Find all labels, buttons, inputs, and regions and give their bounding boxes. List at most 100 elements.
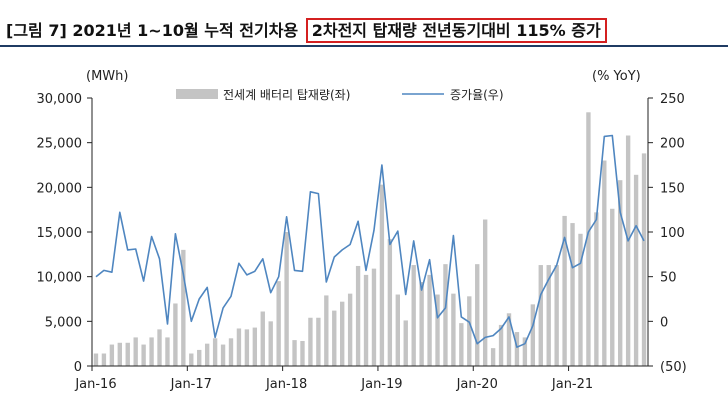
bar-2020-02 [482, 219, 488, 366]
bar-2018-08 [340, 301, 345, 366]
bar-2018-01 [284, 232, 289, 366]
x-tick-label: Jan-17 [170, 377, 212, 392]
bar-2017-11 [268, 321, 273, 366]
bar-2019-06 [419, 282, 424, 366]
bar-2019-05 [411, 265, 416, 366]
bar-2016-04 [117, 342, 122, 366]
bar-2016-09 [157, 329, 162, 366]
legend-label-bar: 전세계 배터리 탑재량(좌) [223, 88, 350, 102]
bar-2017-02 [197, 349, 202, 366]
left-tick-label: 10,000 [37, 271, 83, 286]
x-tick-label: Jan-16 [74, 377, 116, 392]
bar-2016-02 [101, 353, 107, 366]
right-tick-label: 250 [660, 92, 685, 107]
bar-2020-11 [554, 265, 559, 366]
bar-2020-04 [498, 324, 504, 366]
bar-2016-01 [93, 353, 99, 366]
bar-2019-02 [387, 239, 393, 366]
bar-2020-07 [522, 337, 528, 366]
bar-2019-09 [443, 264, 448, 366]
bar-2020-10 [546, 265, 551, 366]
bar-2019-12 [467, 296, 472, 366]
bar-2020-03 [490, 348, 496, 366]
chart-title: [그림 7] 2021년 1~10월 누적 전기차용 2차전지 탑재량 전년동기… [6, 17, 607, 43]
chart-title-prefix: [그림 7] 2021년 1~10월 누적 전기차용 [6, 21, 299, 40]
bar-2017-07 [236, 328, 242, 366]
bar-2021-08 [625, 135, 631, 366]
bar-2017-01 [189, 353, 194, 366]
bar-2016-03 [109, 344, 115, 366]
bar-2019-01 [379, 184, 385, 366]
bar-2018-02 [292, 340, 297, 366]
bar-2017-03 [204, 343, 210, 366]
chart-title-highlight: 2차전지 탑재량 전년동기대비 115% 증가 [305, 18, 607, 43]
bar-2017-06 [228, 338, 234, 366]
bar-2017-05 [220, 344, 226, 366]
bar-2017-08 [244, 329, 250, 366]
right-tick-label: 100 [660, 226, 685, 241]
right-tick-label: 150 [660, 181, 685, 196]
bar-2021-01 [570, 223, 575, 366]
bar-2016-08 [149, 337, 154, 366]
bar-2021-06 [610, 208, 615, 366]
bar-2018-04 [308, 317, 313, 366]
bar-2016-07 [141, 344, 146, 366]
bar-2020-05 [506, 313, 512, 366]
left-tick-label: 20,000 [37, 181, 83, 196]
bar-2019-04 [403, 320, 408, 366]
bar-2016-06 [133, 337, 138, 366]
bar-2021-07 [618, 180, 623, 366]
bar-2018-06 [324, 295, 329, 366]
bar-2019-08 [435, 294, 440, 366]
legend-label-line: 증가율(우) [450, 88, 504, 102]
bar-2018-10 [355, 265, 361, 366]
bar-2017-04 [212, 338, 218, 366]
bar-2021-04 [594, 212, 599, 366]
bar-series [93, 112, 647, 366]
x-tick-label: Jan-18 [265, 377, 307, 392]
bar-2021-09 [633, 174, 639, 366]
left-tick-label: 5,000 [45, 315, 82, 330]
left-tick-label: 30,000 [37, 92, 83, 107]
left-tick-label: 25,000 [37, 137, 83, 152]
bar-2021-03 [586, 112, 591, 366]
left-tick-label: 0 [74, 360, 82, 375]
left-axis-unit: (MWh) [86, 69, 128, 84]
bar-2018-05 [316, 317, 321, 366]
bar-2016-10 [165, 337, 170, 366]
bar-2019-10 [451, 293, 456, 366]
bar-2018-11 [363, 274, 369, 366]
title-underline [0, 45, 728, 47]
axes: 30,000 25,000 20,000 15,000 10,000 5,000 0 250 2… [37, 92, 687, 392]
x-tick-label: Jan-20 [456, 377, 498, 392]
right-tick-label: (50) [660, 360, 687, 375]
bar-2021-02 [578, 233, 583, 366]
bar-2020-01 [475, 264, 480, 366]
bar-2018-12 [371, 268, 377, 366]
x-tick-label: Jan-21 [551, 377, 593, 392]
bar-2021-05 [602, 160, 607, 366]
right-tick-label: 50 [660, 271, 677, 286]
bar-2016-12 [181, 249, 186, 366]
bar-2018-07 [332, 310, 337, 366]
right-tick-label: 0 [660, 315, 668, 330]
bar-2019-07 [427, 274, 432, 366]
bar-2017-09 [252, 327, 258, 366]
bar-2020-12 [562, 215, 567, 366]
combo-chart: (MWh) (% YoY) 전세계 배터리 탑재량(좌) 증가율(우) 30,0… [37, 69, 687, 392]
bar-2016-05 [125, 342, 130, 366]
bar-2016-11 [173, 303, 178, 366]
bar-2021-10 [641, 153, 647, 366]
right-tick-label: 200 [660, 137, 685, 152]
chart-title-bar: [그림 7] 2021년 1~10월 누적 전기차용 2차전지 탑재량 전년동기… [0, 0, 728, 48]
bar-2017-12 [276, 281, 281, 366]
line-series [95, 134, 645, 348]
chart-legend: 전세계 배터리 탑재량(좌) 증가율(우) [176, 88, 504, 102]
bar-2017-10 [260, 311, 265, 366]
legend-swatch-bar [176, 89, 218, 99]
bar-2019-03 [395, 294, 400, 366]
bar-2020-09 [538, 265, 543, 366]
bar-2019-11 [459, 323, 464, 366]
bar-2018-09 [347, 293, 353, 366]
bar-2018-03 [300, 340, 305, 366]
